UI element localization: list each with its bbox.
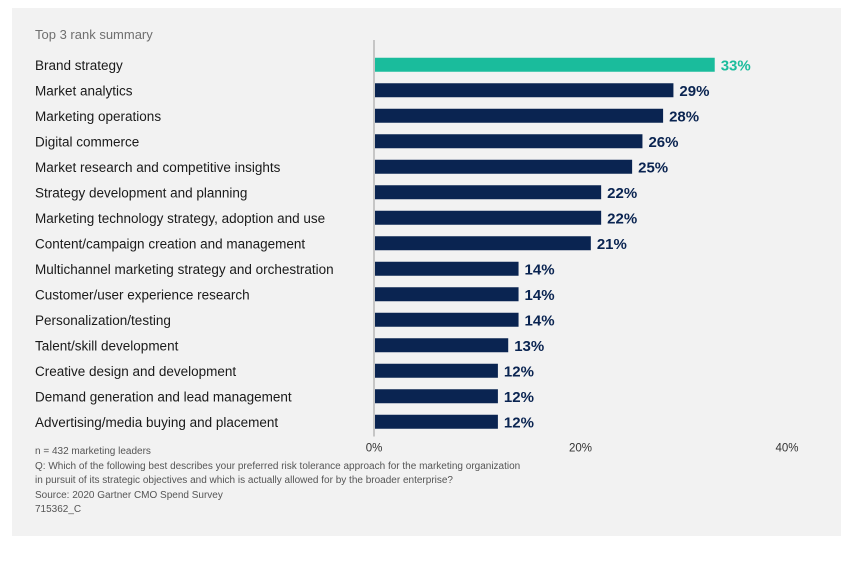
value-label: 25% bbox=[638, 159, 668, 176]
x-tick-label: 40% bbox=[775, 443, 798, 455]
category-label: Market analytics bbox=[35, 83, 133, 98]
bar bbox=[375, 134, 643, 149]
value-label: 22% bbox=[607, 185, 637, 202]
bar bbox=[375, 159, 633, 174]
bar bbox=[375, 414, 498, 429]
x-tick-label: 0% bbox=[366, 443, 383, 455]
category-label: Brand strategy bbox=[35, 58, 123, 73]
document-id: 715362_C bbox=[35, 504, 82, 515]
bar bbox=[375, 363, 498, 378]
value-label: 26% bbox=[648, 134, 678, 151]
source-note: Source: 2020 Gartner CMO Spend Survey bbox=[35, 489, 223, 501]
bar bbox=[375, 57, 715, 72]
bar bbox=[375, 83, 674, 98]
bar bbox=[375, 312, 519, 327]
chart-subtitle: Top 3 rank summary bbox=[35, 27, 153, 42]
bar bbox=[375, 185, 602, 200]
bar bbox=[375, 236, 591, 251]
category-label: Market research and competitive insights bbox=[35, 160, 281, 175]
bar-chart: Top 3 rank summary Brand strategy 33% Marke… bbox=[35, 27, 799, 455]
chart-card: Top 3 rank summary Brand strategy 33% Marke… bbox=[12, 8, 841, 536]
question-note-line2: in pursuit of its strategic objectives a… bbox=[35, 475, 453, 486]
bar bbox=[375, 338, 509, 353]
category-label: Talent/skill development bbox=[35, 338, 179, 353]
x-tick-label: 20% bbox=[569, 443, 592, 455]
sample-size-note: n = 432 marketing leaders bbox=[35, 446, 151, 457]
value-label: 14% bbox=[525, 261, 555, 278]
category-label: Customer/user experience research bbox=[35, 287, 250, 302]
category-label: Marketing operations bbox=[35, 109, 161, 124]
category-label: Strategy development and planning bbox=[35, 185, 247, 200]
value-label: 14% bbox=[525, 312, 555, 329]
value-label: 12% bbox=[504, 414, 534, 431]
value-label: 29% bbox=[679, 83, 709, 100]
value-label: 14% bbox=[525, 287, 555, 304]
category-label: Content/campaign creation and management bbox=[35, 236, 305, 251]
category-label: Creative design and development bbox=[35, 364, 236, 379]
value-label: 22% bbox=[607, 210, 637, 227]
bar bbox=[375, 389, 498, 404]
category-label: Advertising/media buying and placement bbox=[35, 415, 278, 430]
bar bbox=[375, 210, 602, 225]
category-label: Personalization/testing bbox=[35, 313, 171, 328]
value-label: 33% bbox=[721, 57, 751, 74]
value-label: 12% bbox=[504, 389, 534, 406]
category-label: Demand generation and lead management bbox=[35, 389, 292, 404]
value-label: 28% bbox=[669, 108, 699, 125]
bar bbox=[375, 108, 664, 123]
value-label: 13% bbox=[514, 338, 544, 355]
category-label: Marketing technology strategy, adoption … bbox=[35, 211, 325, 226]
question-note-line1: Q: Which of the following best describes… bbox=[35, 460, 521, 472]
category-label: Multichannel marketing strategy and orch… bbox=[35, 262, 334, 277]
value-label: 21% bbox=[597, 236, 627, 253]
value-label: 12% bbox=[504, 363, 534, 380]
bar bbox=[375, 261, 519, 276]
bar bbox=[375, 287, 519, 302]
category-label: Digital commerce bbox=[35, 134, 139, 149]
